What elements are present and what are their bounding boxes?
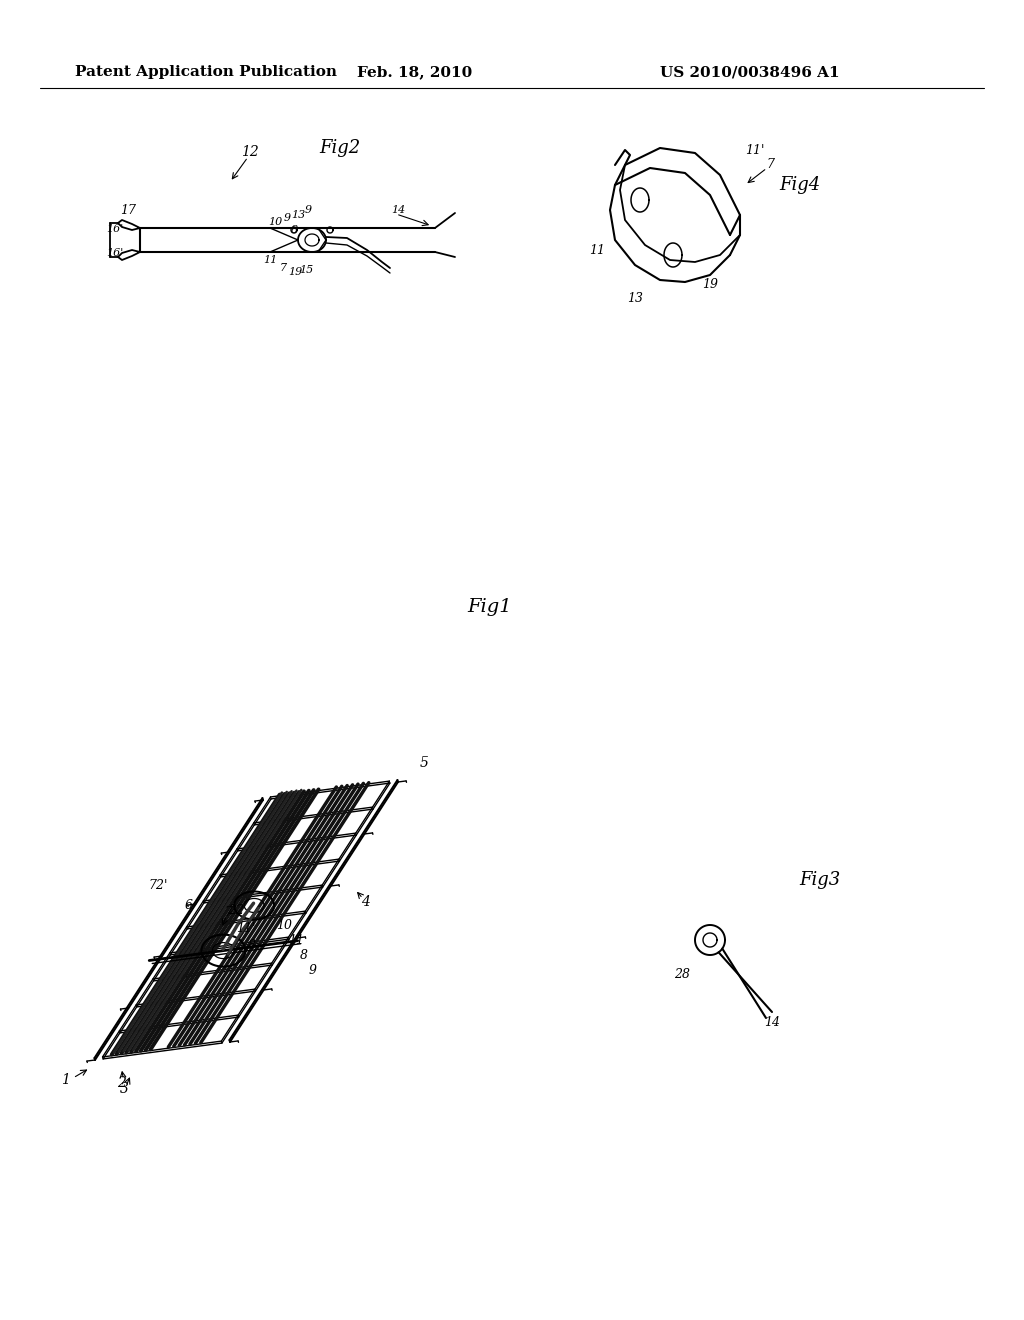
Text: 4: 4 — [360, 895, 370, 908]
Text: 7: 7 — [224, 906, 232, 919]
Text: 11: 11 — [288, 935, 304, 946]
Text: 5: 5 — [420, 756, 428, 770]
Text: 14: 14 — [391, 205, 406, 215]
Text: 17: 17 — [120, 203, 136, 216]
Text: 9: 9 — [308, 964, 316, 977]
Text: 2: 2 — [117, 1076, 126, 1090]
Text: 16': 16' — [106, 248, 124, 257]
Text: 8: 8 — [300, 949, 308, 962]
Text: 7: 7 — [280, 263, 287, 273]
Text: 28: 28 — [674, 969, 690, 982]
Text: 9: 9 — [284, 213, 291, 223]
Text: 22: 22 — [228, 904, 244, 917]
Text: 15: 15 — [299, 265, 313, 275]
Text: 16': 16' — [106, 224, 124, 234]
Text: 19: 19 — [288, 267, 302, 277]
Text: 1: 1 — [60, 1073, 70, 1086]
Text: 12: 12 — [241, 145, 259, 158]
Text: 8: 8 — [291, 224, 298, 235]
Text: 13: 13 — [627, 292, 643, 305]
Text: 11': 11' — [236, 923, 255, 935]
Text: Fig4: Fig4 — [779, 176, 820, 194]
Text: 14: 14 — [764, 1015, 780, 1028]
Text: Fig2: Fig2 — [319, 139, 360, 157]
Text: US 2010/0038496 A1: US 2010/0038496 A1 — [660, 65, 840, 79]
Text: 11: 11 — [263, 255, 278, 265]
Text: 11': 11' — [745, 144, 765, 157]
Text: 13: 13 — [291, 210, 305, 220]
Text: Feb. 18, 2010: Feb. 18, 2010 — [357, 65, 473, 79]
Text: Fig1: Fig1 — [468, 598, 512, 616]
Text: 8: 8 — [248, 939, 255, 952]
Text: 6: 6 — [184, 899, 193, 912]
Text: 72': 72' — [148, 879, 168, 892]
Text: 10: 10 — [268, 216, 283, 227]
Text: 7: 7 — [766, 158, 774, 172]
Text: 11: 11 — [589, 243, 605, 256]
Text: Patent Application Publication: Patent Application Publication — [75, 65, 337, 79]
Text: 9: 9 — [304, 205, 311, 215]
Text: 10: 10 — [276, 919, 292, 932]
Text: 3: 3 — [120, 1082, 128, 1097]
Text: 19: 19 — [702, 279, 718, 292]
Text: Fig3: Fig3 — [800, 871, 841, 888]
